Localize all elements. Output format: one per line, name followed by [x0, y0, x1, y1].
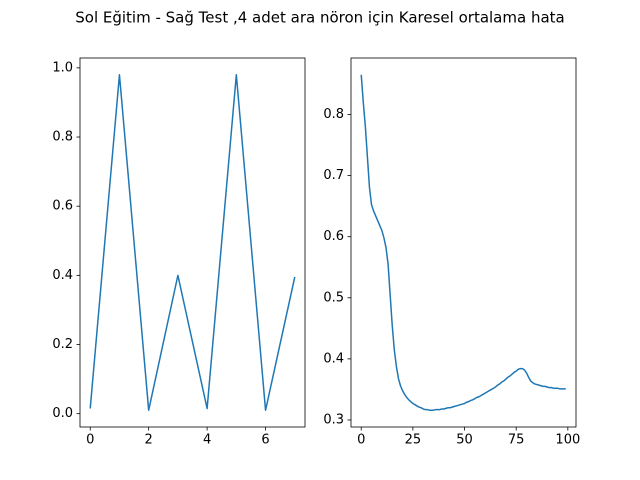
x-tick-label: 6: [261, 433, 269, 448]
y-tick-label: 0.6: [323, 229, 344, 244]
x-tick-label: 0: [86, 433, 94, 448]
y-tick-label: 1.0: [52, 60, 73, 75]
line: [89, 74, 296, 411]
x-tick-label: 100: [555, 433, 580, 448]
y-tick-label: 0.8: [52, 130, 73, 145]
x-tick-label: 25: [405, 433, 422, 448]
x-tick-label: 2: [145, 433, 153, 448]
y-tick-label: 0.4: [323, 351, 344, 366]
y-tick-label: 0.7: [323, 168, 344, 183]
y-tick-label: 0.8: [323, 107, 344, 122]
y-tick-label: 0.3: [323, 412, 344, 427]
figure-title: Sol Eğitim - Sağ Test ,4 adet ara nöron …: [75, 9, 564, 27]
y-tick-label: 0.0: [52, 406, 73, 421]
x-tick-label: 0: [357, 433, 365, 448]
x-tick-label: 4: [203, 433, 211, 448]
y-tick-label: 0.4: [52, 268, 73, 283]
y-tick-label: 0.5: [323, 290, 344, 305]
axes-frame: [350, 57, 577, 428]
x-tick-label: 75: [508, 433, 525, 448]
y-tick-label: 0.6: [52, 199, 73, 214]
axes-frame: [79, 57, 306, 428]
x-tick-label: 50: [456, 433, 473, 448]
line: [360, 74, 566, 411]
y-tick-label: 0.2: [52, 337, 73, 352]
